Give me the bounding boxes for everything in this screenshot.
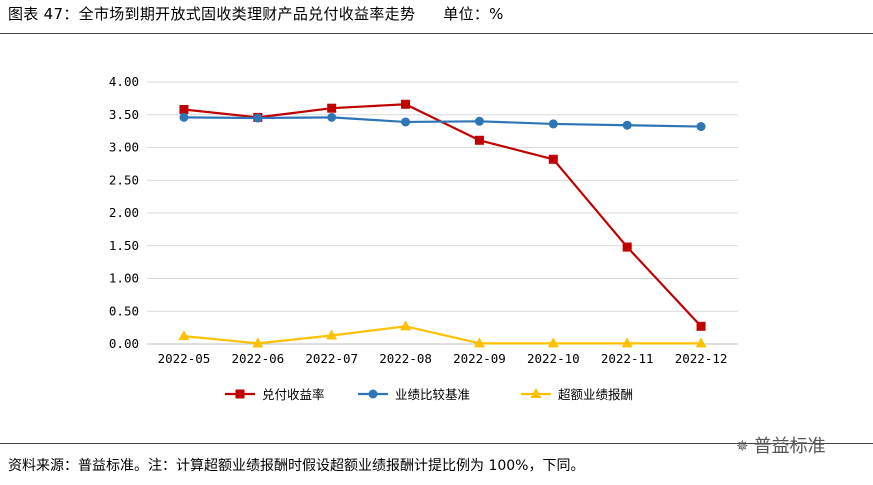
line-chart: 0.00 0.50 1.00 1.50 2.00 2.50 3.00 3.50 4.00 202…: [109, 74, 738, 402]
y-tick-label: 4.00: [109, 74, 139, 89]
y-tick-label: 2.00: [109, 205, 139, 220]
data-point: [401, 117, 411, 127]
data-point: [622, 242, 632, 252]
chart-series: [178, 99, 707, 348]
series-2: [179, 112, 706, 132]
data-point: [548, 119, 558, 129]
legend-swatch-marker: [235, 389, 245, 399]
series-line: [183, 103, 702, 328]
data-point: [401, 99, 411, 109]
data-point: [695, 337, 707, 348]
legend-swatch-marker: [368, 389, 378, 399]
bottom-divider: [0, 443, 873, 444]
watermark: ✵ 普益标准: [736, 432, 826, 458]
y-tick-label: 3.50: [109, 107, 139, 122]
y-tick-label: 0.50: [109, 303, 139, 318]
y-tick-label: 1.00: [109, 271, 139, 286]
data-point: [400, 320, 412, 331]
data-point: [696, 321, 706, 331]
data-point: [621, 337, 633, 348]
data-point: [474, 116, 484, 126]
y-tick-label: 1.50: [109, 238, 139, 253]
x-tick-label: 2022-10: [527, 351, 580, 366]
wechat-icon: ✵: [736, 437, 749, 455]
legend-label: 业绩比较基准: [395, 387, 470, 402]
x-tick-label: 2022-08: [379, 351, 432, 366]
data-point: [474, 135, 484, 145]
x-tick-label: 2022-05: [158, 351, 211, 366]
x-tick-label: 2022-12: [675, 351, 728, 366]
data-point: [547, 337, 559, 348]
legend-item: 超额业绩报酬: [521, 387, 633, 402]
chart-gridlines: [147, 81, 738, 312]
y-tick-label: 2.50: [109, 172, 139, 187]
chart-y-axis: 0.00 0.50 1.00 1.50 2.00 2.50 3.00 3.50 4.00: [109, 74, 139, 351]
legend-swatch-marker: [530, 388, 542, 398]
legend-item: 业绩比较基准: [358, 387, 470, 402]
source-note: 资料来源：普益标准。注：计算超额业绩报酬时假设超额业绩报酬计提比例为 100%，…: [8, 458, 585, 474]
series-line: [183, 325, 702, 345]
x-tick-label: 2022-09: [453, 351, 506, 366]
data-point: [179, 112, 189, 122]
data-point: [252, 337, 264, 348]
data-point: [473, 337, 485, 348]
data-point: [326, 329, 338, 340]
figure-title: 图表 47：全市场到期开放式固收类理财产品兑付收益率走势 单位：%: [8, 3, 504, 24]
series-line: [183, 116, 702, 128]
y-tick-label: 0.00: [109, 336, 139, 351]
figure-title-text: 图表 47：全市场到期开放式固收类理财产品兑付收益率走势: [8, 5, 416, 23]
legend-item: 兑付收益率: [225, 387, 325, 402]
figure-unit: 单位：%: [443, 5, 504, 23]
series-3: [178, 320, 707, 348]
x-tick-label: 2022-07: [305, 351, 358, 366]
data-point: [327, 103, 337, 113]
data-point: [622, 120, 632, 130]
series-1: [179, 99, 706, 331]
chart-legend: 兑付收益率 业绩比较基准 超额业绩报酬: [225, 387, 633, 402]
legend-label: 兑付收益率: [262, 387, 325, 402]
data-point: [696, 122, 706, 132]
data-point: [253, 113, 263, 123]
x-tick-label: 2022-06: [231, 351, 284, 366]
chart-x-axis: 2022-05 2022-06 2022-07 2022-08 2022-09 2022-…: [147, 343, 738, 366]
data-point: [327, 112, 337, 122]
x-tick-label: 2022-11: [601, 351, 654, 366]
data-point: [548, 154, 558, 164]
data-point: [178, 330, 190, 341]
y-tick-label: 3.00: [109, 140, 139, 155]
data-point: [179, 105, 189, 115]
top-divider: [0, 33, 873, 34]
legend-label: 超额业绩报酬: [558, 387, 633, 402]
watermark-text: 普益标准: [753, 436, 826, 457]
